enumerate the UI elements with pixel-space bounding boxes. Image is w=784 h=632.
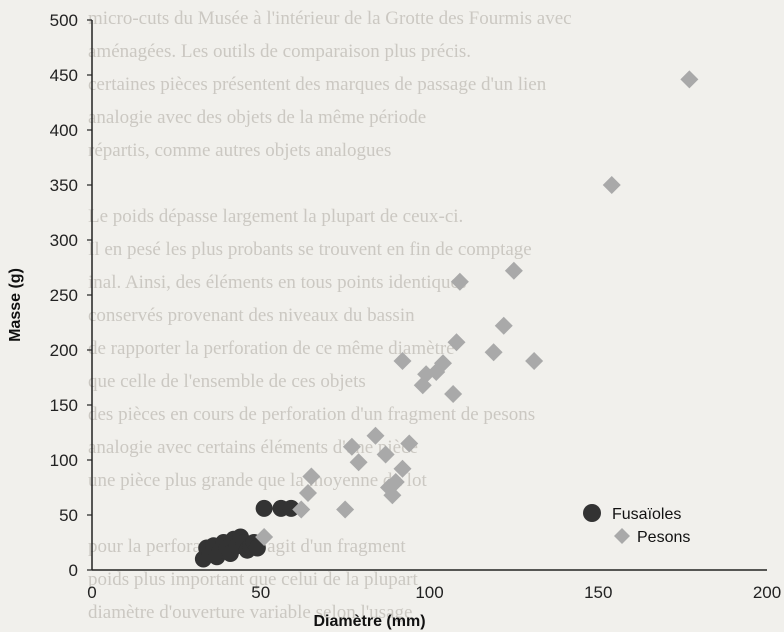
peson-point [299, 484, 317, 502]
peson-point [383, 486, 402, 505]
y-tick-label: 100 [50, 451, 78, 470]
y-tick-label: 0 [69, 561, 78, 580]
fusaiole-point [255, 499, 273, 517]
x-tick-label: 200 [753, 583, 781, 602]
chart-axes [91, 20, 767, 571]
y-tick-label: 250 [50, 286, 78, 305]
peson-point [434, 354, 452, 373]
peson-point [255, 528, 274, 546]
peson-point [393, 352, 412, 370]
x-tick-label: 100 [415, 583, 443, 602]
peson-point [349, 453, 368, 472]
y-tick-label: 450 [50, 66, 78, 85]
peson-point [393, 459, 412, 478]
peson-point [366, 426, 385, 445]
chart-legend: Fusaïoles Pesons [583, 504, 690, 546]
legend-marker-pesons [614, 528, 630, 544]
y-tick-label: 350 [50, 176, 78, 195]
y-axis-title: Masse (g) [7, 268, 24, 342]
peson-point [302, 467, 321, 486]
y-tick-label: 500 [50, 11, 78, 30]
peson-point [336, 500, 355, 519]
legend-marker-fusaioles [583, 504, 601, 522]
y-tick-label: 200 [50, 341, 78, 360]
legend-label-fusaioles: Fusaïoles [612, 506, 681, 523]
data-points [194, 70, 699, 568]
x-tick-label: 150 [584, 583, 612, 602]
peson-point [292, 500, 311, 519]
x-axis-title: Diamètre (mm) [313, 613, 425, 630]
peson-point [386, 473, 405, 491]
peson-point [484, 343, 503, 362]
y-tick-label: 300 [50, 231, 78, 250]
peson-point [342, 437, 361, 456]
x-tick-label: 0 [87, 583, 96, 602]
fusaiole-point [248, 539, 266, 557]
y-tick-label: 400 [50, 121, 78, 140]
peson-point [680, 70, 699, 89]
axis-ticks: 0 50 100 150 200 250 300 350 400 450 500 0 50 100 150 2… [50, 11, 782, 602]
x-tick-label: 50 [251, 583, 270, 602]
peson-point [400, 434, 419, 453]
y-tick-label: 150 [50, 396, 78, 415]
peson-point [444, 385, 463, 403]
peson-point [376, 445, 395, 464]
peson-point [525, 352, 544, 370]
peson-point [447, 333, 466, 352]
legend-label-pesons: Pesons [637, 529, 690, 546]
peson-point [450, 272, 469, 291]
fusaiole-point [282, 499, 300, 517]
peson-point [494, 316, 513, 335]
y-tick-label: 50 [59, 506, 78, 525]
peson-point [602, 176, 621, 194]
peson-point [504, 261, 523, 280]
